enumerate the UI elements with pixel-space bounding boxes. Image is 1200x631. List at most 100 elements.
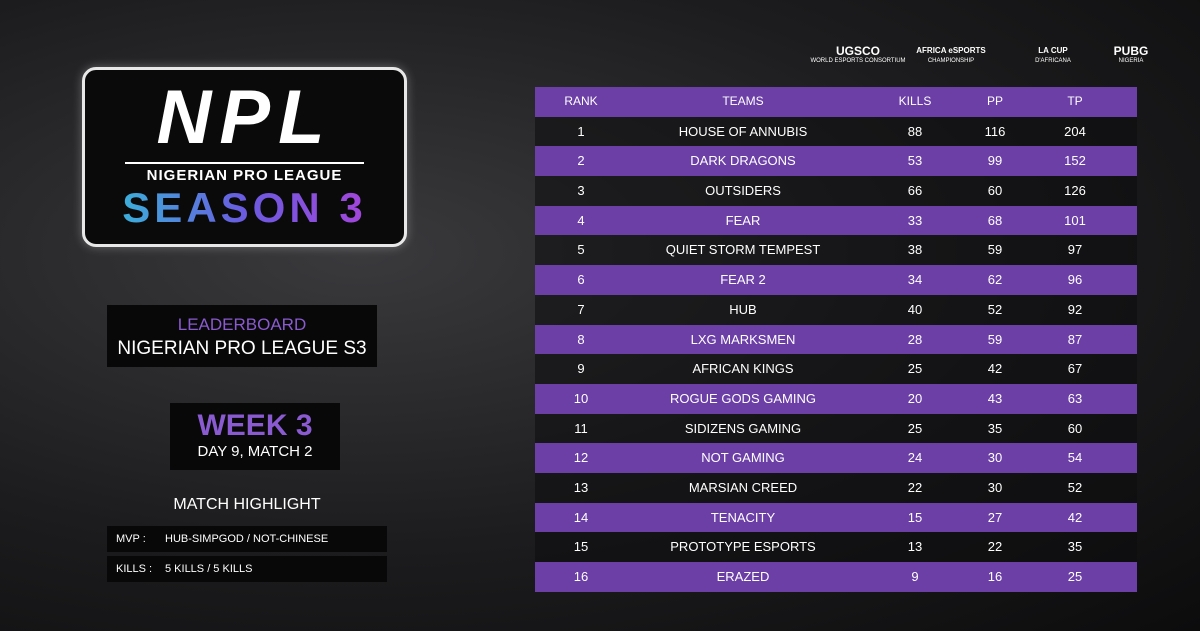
stat-cell: 99 (987, 153, 1003, 169)
sponsor-caption: WORLD ESPORTS CONSORTIUM (810, 58, 906, 64)
stat-cell: 15 (573, 539, 589, 555)
sponsor-name: LA CUP (1038, 46, 1068, 55)
team-name: ROGUE GODS GAMING (670, 390, 816, 406)
sponsor-logo: AFRICA eSPORTS CHAMPIONSHIP (916, 46, 986, 66)
logo-text: NPL (156, 75, 333, 160)
team-name: LXG MARKSMEN (690, 331, 796, 347)
team-name: FEAR 2 (720, 272, 766, 288)
stat-cell: 13 (573, 479, 589, 495)
stat-cell: 16 (987, 569, 1003, 584)
stat-cell: 97 (1067, 242, 1083, 258)
week-subtitle: DAY 9, MATCH 2 (197, 443, 313, 460)
stat-cell: 204 (1064, 123, 1086, 139)
stat-cell: 43 (987, 390, 1003, 406)
npl-logo: NPL NIGERIAN PRO LEAGUE SEASON 3 (82, 67, 407, 247)
stat-cell: 9 (911, 569, 919, 584)
team-name: HOUSE OF ANNUBIS (678, 123, 808, 139)
stat-cell: 9 (577, 361, 585, 377)
stat-cell: 13 (907, 539, 923, 555)
stat-cell: 16 (573, 569, 589, 584)
team-name: DARK DRAGONS (690, 153, 796, 169)
team-row: 15 PROTOTYPE ESPORTS 13 22 35 (535, 532, 1137, 562)
stat-cell: 54 (1067, 450, 1083, 466)
team-name: PROTOTYPE ESPORTS (670, 539, 816, 555)
stat-cell: 152 (1064, 153, 1086, 169)
logo-subtitle: NIGERIAN PRO LEAGUE (125, 162, 364, 184)
stat-cell: 1 (577, 123, 585, 139)
stat-cell: 68 (987, 212, 1003, 228)
team-row: 2 DARK DRAGONS 53 99 152 (535, 146, 1137, 177)
stat-cell: 38 (907, 242, 923, 258)
stat-cell: 22 (907, 479, 923, 495)
team-row: 1 HOUSE OF ANNUBIS 88 116 204 (535, 116, 1137, 147)
team-name: NOT GAMING (701, 450, 785, 466)
stat-cell: 52 (987, 301, 1003, 317)
highlight-value: HUB-SIMPGOD / NOT-CHINESE (165, 533, 329, 545)
team-row: 14 TENACITY 15 27 42 (535, 502, 1137, 533)
stat-cell: 88 (907, 123, 923, 139)
standings-table: RANK TEAMS KILLS PP TP 1 HOUSE OF ANNUBIS 88 116… (535, 87, 1137, 592)
stat-cell: 66 (907, 183, 923, 199)
stat-cell: 2 (577, 153, 585, 169)
header-cell: TP (1067, 94, 1083, 108)
week-panel: WEEK 3 DAY 9, MATCH 2 (170, 403, 340, 470)
stat-cell: 52 (1067, 479, 1083, 495)
stat-cell: 60 (987, 183, 1003, 199)
stat-cell: 87 (1067, 331, 1083, 347)
team-row: 3 OUTSIDERS 66 60 126 (535, 176, 1137, 206)
team-name: AFRICAN KINGS (692, 361, 794, 377)
stat-cell: 34 (907, 272, 923, 288)
sponsor-name: PUBG (1113, 44, 1149, 58)
team-row: 8 LXG MARKSMEN 28 59 87 (535, 324, 1137, 355)
logo-season: SEASON 3 (85, 184, 404, 232)
stat-cell: 116 (984, 123, 1006, 139)
stat-cell: 28 (907, 331, 923, 347)
team-name: ERAZED (716, 569, 770, 584)
sponsor-caption: NIGERIA (1118, 58, 1144, 64)
team-name: OUTSIDERS (705, 183, 781, 199)
header-row: RANK TEAMS KILLS PP TP (535, 87, 1137, 117)
team-name: FEAR (725, 212, 761, 228)
header-cell: TEAMS (722, 94, 764, 108)
header-cell: RANK (564, 94, 598, 108)
stat-cell: 5 (577, 242, 585, 258)
team-row: 4 FEAR 33 68 101 (535, 205, 1137, 236)
team-row: 9 AFRICAN KINGS 25 42 67 (535, 354, 1137, 384)
team-row: 11 SIDIZENS GAMING 25 35 60 (535, 413, 1137, 444)
stat-cell: 53 (907, 153, 923, 169)
team-row: 13 MARSIAN CREED 22 30 52 (535, 472, 1137, 503)
stat-cell: 7 (577, 301, 585, 317)
stat-cell: 30 (987, 479, 1003, 495)
highlight-key: MVP : (116, 533, 146, 545)
header-cell: PP (986, 94, 1003, 108)
stat-cell: 25 (907, 420, 923, 436)
sponsor-logo: UGSCO WORLD ESPORTS CONSORTIUM (808, 45, 908, 66)
stat-cell: 62 (987, 272, 1003, 288)
team-row: 12 NOT GAMING 24 30 54 (535, 443, 1137, 473)
stat-cell: 59 (987, 242, 1003, 258)
team-row: 5 QUIET STORM TEMPEST 38 59 97 (535, 235, 1137, 266)
stat-cell: 22 (987, 539, 1003, 555)
stat-cell: 20 (907, 390, 923, 406)
stat-cell: 40 (907, 301, 923, 317)
stat-cell: 96 (1067, 272, 1083, 288)
stat-cell: 33 (907, 212, 923, 228)
sponsor-logo: PUBG NIGERIA (1096, 44, 1166, 66)
sponsor-name: AFRICA eSPORTS (916, 46, 986, 55)
stat-cell: 6 (577, 272, 585, 288)
stat-cell: 67 (1067, 361, 1083, 377)
stat-cell: 42 (1067, 509, 1083, 525)
stat-cell: 8 (577, 331, 585, 347)
sponsor-logo: LA CUP D'AFRICANA (1018, 46, 1088, 66)
stat-cell: 15 (907, 509, 923, 525)
stat-cell: 35 (1067, 539, 1083, 555)
highlight-row: KILLS : 5 KILLS / 5 KILLS (107, 556, 387, 582)
highlight-key: KILLS : (116, 563, 153, 575)
highlight-value: 5 KILLS / 5 KILLS (165, 563, 253, 575)
panel-subtitle: NIGERIAN PRO LEAGUE S3 (117, 338, 367, 359)
highlight-row: MVP : HUB-SIMPGOD / NOT-CHINESE (107, 526, 387, 552)
stat-cell: 126 (1064, 183, 1086, 199)
stat-cell: 10 (573, 390, 589, 406)
highlight-title: MATCH HIGHLIGHT (173, 496, 321, 513)
